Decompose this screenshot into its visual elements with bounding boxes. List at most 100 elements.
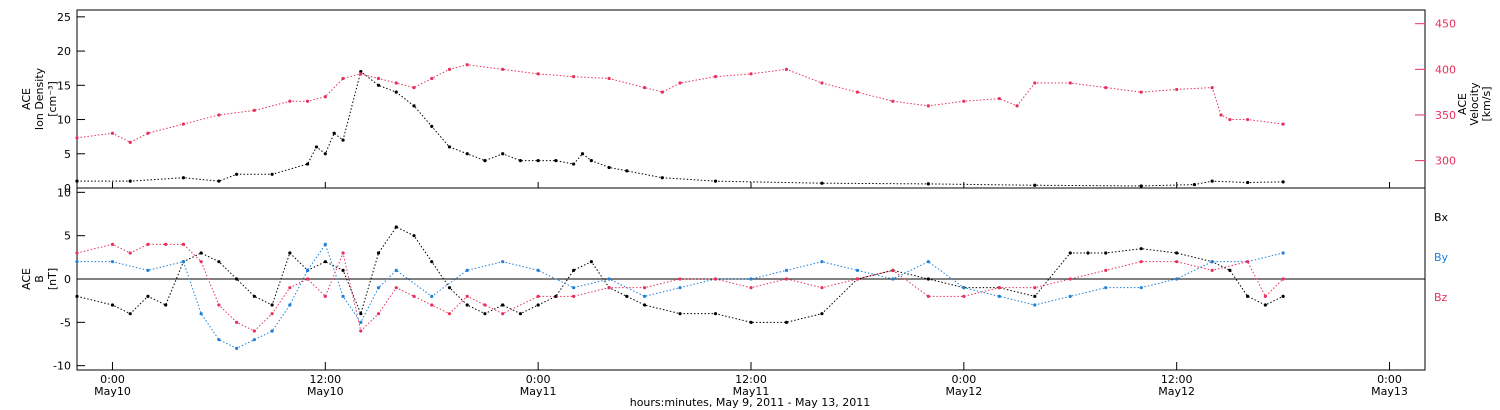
density-point-27 xyxy=(625,169,629,173)
top-ytick-label-left-5: 25 xyxy=(57,11,71,24)
top-panel-frame xyxy=(76,9,1426,189)
velocity-point-9 xyxy=(323,95,327,99)
density-line xyxy=(77,70,1284,187)
bz-line xyxy=(76,243,1284,332)
x-axis-title: hours:minutes, May 9, 2011 - May 13, 201… xyxy=(630,396,871,409)
bz-point-36 xyxy=(962,294,966,298)
bottom-ylabel-left-3: [nT] xyxy=(46,268,59,290)
legend-bz: Bz xyxy=(1434,291,1448,304)
velocity-point-41 xyxy=(1219,113,1223,117)
density-point-37 xyxy=(1281,180,1285,184)
bottom-ylabel-left-1: ACE xyxy=(20,268,33,290)
by-point-27 xyxy=(820,260,824,264)
top-ytick-label-left-2: 10 xyxy=(57,114,71,127)
density-point-2 xyxy=(181,176,186,180)
x-tick-date-0: May10 xyxy=(94,385,131,398)
by-point-19 xyxy=(536,268,540,272)
top-ytick-label-right-0: 300 xyxy=(1435,155,1456,168)
top-ylabel-left-2: Ion Density xyxy=(33,67,46,130)
bz-point-25 xyxy=(572,294,576,298)
top-ylabel-right-1: ACE xyxy=(1456,93,1469,115)
density-point-32 xyxy=(1033,183,1037,187)
velocity-point-33 xyxy=(997,96,1001,101)
top-ytick-label-right-3: 450 xyxy=(1435,18,1456,31)
velocity-point-5 xyxy=(217,113,221,117)
velocity-point-29 xyxy=(855,90,860,94)
bx-point-35 xyxy=(784,320,789,324)
by-point-17 xyxy=(465,268,469,272)
velocity-point-22 xyxy=(642,85,647,90)
top-ylabel-left-3: [cm⁻³] xyxy=(46,81,59,117)
by-point-35 xyxy=(1104,286,1108,290)
bottom-ytick-label-3: 5 xyxy=(64,230,71,243)
density-point-3 xyxy=(217,179,221,183)
bx-point-1 xyxy=(110,303,115,307)
velocity-point-44 xyxy=(1281,122,1285,126)
velocity-point-18 xyxy=(501,67,505,71)
by-point-28 xyxy=(855,268,860,272)
by-point-2 xyxy=(146,268,150,272)
bottom-ytick-label-4: 10 xyxy=(57,186,71,199)
bz-point-39 xyxy=(1068,277,1072,281)
velocity-point-10 xyxy=(341,76,345,81)
bottom-ylabel-left-2: B xyxy=(33,275,46,283)
bz-point-1 xyxy=(110,242,115,246)
top-ytick-label-left-4: 20 xyxy=(57,45,71,58)
x-tick-date-2: May11 xyxy=(520,385,557,398)
velocity-point-26 xyxy=(749,72,753,76)
bottom-ytick-label-1: -5 xyxy=(60,316,71,329)
top-ytick-label-right-2: 400 xyxy=(1435,63,1456,76)
top-ylabel-left-1: ACE xyxy=(20,88,33,110)
x-tick-label-5: 12:00 xyxy=(1161,373,1193,386)
top-ytick-label-left-1: 5 xyxy=(64,148,71,161)
bottom-ytick-label-2: 0 xyxy=(64,273,71,286)
top-ytick-label-right-1: 350 xyxy=(1435,109,1456,122)
top-ylabel-right-2: Velocity xyxy=(1468,82,1481,126)
x-tick-date-3: May11 xyxy=(733,385,770,398)
bz-point-33 xyxy=(855,277,860,281)
bx-point-47 xyxy=(1175,251,1179,255)
x-tick-label-6: 0:00 xyxy=(1377,373,1402,386)
velocity-point-20 xyxy=(572,75,576,79)
x-tick-label-4: 0:00 xyxy=(951,373,976,386)
density-point-33 xyxy=(1139,184,1143,188)
legend-by: By xyxy=(1434,251,1449,264)
bx-point-34 xyxy=(749,320,753,324)
velocity-point-32 xyxy=(962,99,966,103)
bz-point-41 xyxy=(1139,260,1143,264)
bottom-ytick-label-0: -10 xyxy=(53,360,71,373)
bz-point-42 xyxy=(1175,260,1179,264)
velocity-point-13 xyxy=(394,81,398,85)
density-point-8 xyxy=(323,152,327,156)
bz-point-46 xyxy=(1281,277,1285,281)
bz-point-4 xyxy=(164,242,168,246)
x-tick-label-0: 0:00 xyxy=(100,373,125,386)
legend-bx: Bx xyxy=(1434,211,1449,224)
velocity-point-36 xyxy=(1068,81,1072,85)
bz-point-29 xyxy=(713,277,718,281)
by-point-20 xyxy=(572,286,576,290)
density-point-30 xyxy=(820,181,824,185)
by-point-25 xyxy=(749,277,753,281)
velocity-point-38 xyxy=(1139,90,1143,94)
by-point-37 xyxy=(1175,277,1179,281)
velocity-point-19 xyxy=(536,72,540,76)
velocity-point-6 xyxy=(252,108,256,113)
velocity-point-37 xyxy=(1104,85,1108,90)
density-point-22 xyxy=(554,159,558,163)
x-tick-date-6: May13 xyxy=(1371,385,1408,398)
velocity-point-30 xyxy=(891,99,895,103)
top-ylabel-right-3: [km/s] xyxy=(1480,86,1493,121)
bx-point-46 xyxy=(1139,247,1143,251)
x-tick-label-2: 0:00 xyxy=(526,373,551,386)
bx-line xyxy=(76,226,1284,323)
density-point-21 xyxy=(536,159,540,163)
velocity-line xyxy=(76,64,1284,143)
x-tick-date-4: May12 xyxy=(945,385,982,398)
top-ytick-label-left-0: 0 xyxy=(64,182,71,195)
x-tick-label-3: 12:00 xyxy=(735,373,767,386)
by-point-34 xyxy=(1068,294,1072,298)
x-tick-date-5: May12 xyxy=(1158,385,1195,398)
top-ytick-label-left-3: 15 xyxy=(57,79,71,92)
